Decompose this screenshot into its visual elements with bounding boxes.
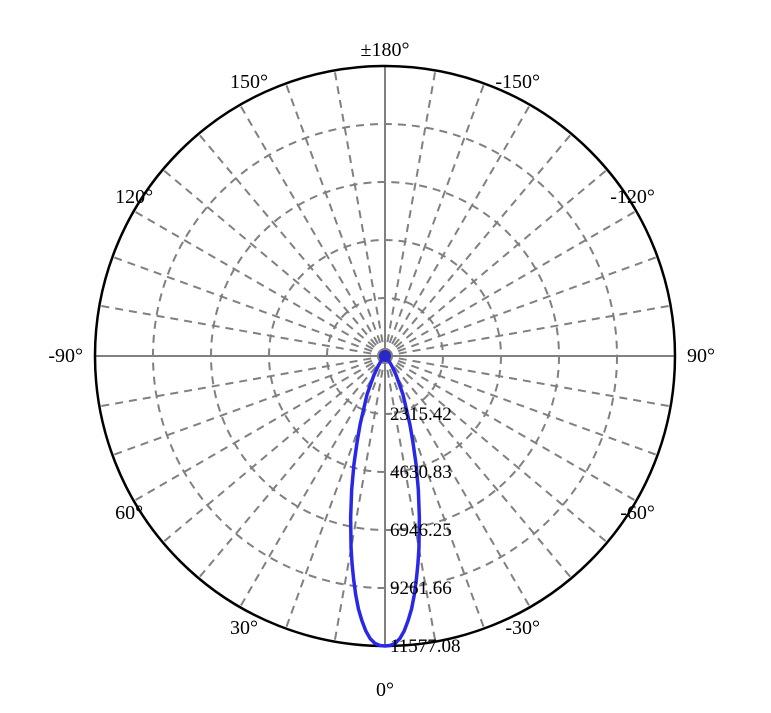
radial-tick-label: 9261.66 [390, 578, 452, 599]
angle-tick-label: 90° [687, 345, 715, 367]
angle-tick-label: -150° [495, 71, 540, 93]
radial-tick-label: 4630.83 [390, 462, 452, 483]
angle-tick-label: -90° [48, 345, 83, 367]
radial-tick-label: 11577.08 [390, 636, 461, 657]
angle-tick-label: -30° [505, 617, 540, 639]
angle-tick-label: -120° [610, 186, 655, 208]
angle-tick-label: ±180° [361, 39, 410, 61]
polar-chart: 2315.42 4630.83 6946.25 9261.66 11577.08 0° 3… [0, 0, 771, 713]
radial-tick-label: 2315.42 [390, 404, 452, 425]
grid-spoke [286, 83, 385, 356]
angle-tick-label: -60° [620, 502, 655, 524]
angle-tick-label: 30° [230, 617, 258, 639]
radial-tick-label: 6946.25 [390, 520, 452, 541]
angle-tick-label: 60° [115, 502, 143, 524]
angle-tick-label: 120° [115, 186, 153, 208]
grid-spoke [112, 356, 385, 455]
angle-tick-label: 0° [376, 679, 394, 701]
angle-tick-label: 150° [230, 71, 268, 93]
series-center-dot [379, 350, 391, 362]
